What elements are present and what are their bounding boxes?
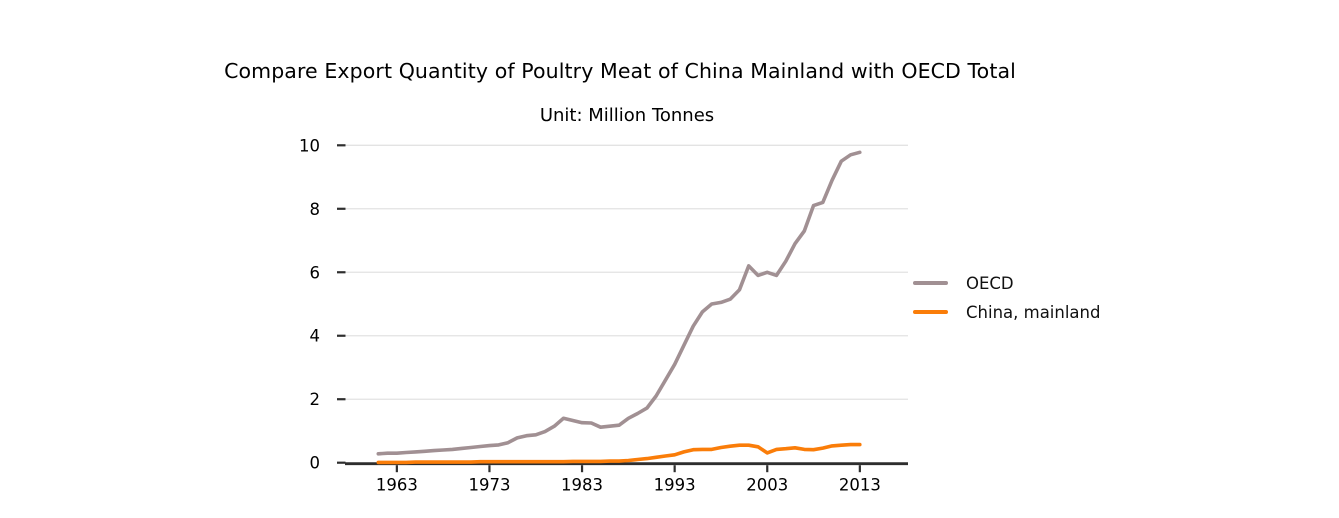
y-tick-label: 0: [310, 454, 321, 473]
y-tick-label: 2: [310, 390, 321, 409]
x-tick-label: 2003: [746, 476, 788, 495]
chart-subtitle: Unit: Million Tonnes: [539, 105, 715, 126]
oecd-line-swatch-icon: [913, 281, 948, 285]
x-tick-label: 1963: [376, 476, 418, 495]
x-tick-label: 1973: [468, 476, 510, 495]
y-tick-label: 4: [310, 327, 321, 346]
x-tick-label: 1993: [654, 476, 696, 495]
series-line-oecd: [376, 150, 862, 456]
legend-label-china-mainland: China, mainland: [966, 302, 1101, 322]
series-line-china-mainland: [376, 442, 862, 465]
y-tick-label: 10: [299, 136, 320, 155]
chart-title: Compare Export Quantity of Poultry Meat …: [224, 59, 1016, 83]
y-tick-label: 8: [310, 200, 321, 219]
legend-label-oecd: OECD: [966, 273, 1014, 293]
y-tick-label: 6: [310, 263, 321, 282]
legend-item-china-mainland: China, mainland: [913, 301, 1100, 323]
x-tick-label: 1983: [561, 476, 603, 495]
legend-item-oecd: OECD: [913, 272, 1100, 294]
x-tick-label: 2013: [839, 476, 881, 495]
legend: OECD China, mainland: [913, 272, 1100, 323]
china-mainland-line-swatch-icon: [913, 310, 948, 314]
